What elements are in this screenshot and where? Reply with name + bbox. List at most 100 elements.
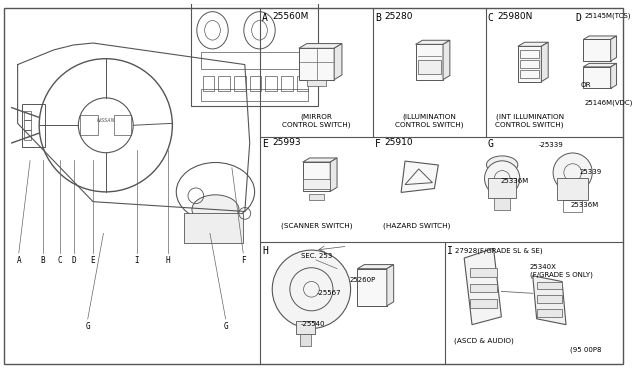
Text: (HAZARD SWITCH): (HAZARD SWITCH) bbox=[383, 222, 451, 229]
Text: H: H bbox=[166, 256, 170, 265]
Circle shape bbox=[484, 161, 520, 196]
Text: (ILLUMINATION
CONTROL SWITCH): (ILLUMINATION CONTROL SWITCH) bbox=[395, 113, 463, 128]
Polygon shape bbox=[401, 161, 438, 192]
Bar bbox=[303, 162, 330, 192]
Bar bbox=[537, 282, 562, 289]
Bar bbox=[537, 309, 562, 317]
Text: D: D bbox=[72, 256, 76, 265]
Bar bbox=[308, 195, 324, 200]
Bar bbox=[307, 80, 326, 86]
Text: 25336M: 25336M bbox=[570, 202, 598, 208]
Bar bbox=[299, 48, 334, 80]
Text: 25910: 25910 bbox=[384, 138, 413, 147]
Text: 25339: 25339 bbox=[579, 169, 602, 174]
Bar bbox=[191, 3, 318, 106]
Bar bbox=[470, 283, 497, 292]
Bar bbox=[203, 76, 214, 91]
Text: E: E bbox=[262, 139, 268, 149]
Text: 25145M(TCS): 25145M(TCS) bbox=[584, 12, 630, 19]
Text: (95 00P8: (95 00P8 bbox=[570, 346, 602, 353]
Text: F: F bbox=[241, 256, 246, 265]
Text: I: I bbox=[134, 256, 139, 265]
Ellipse shape bbox=[192, 195, 239, 224]
Text: -25567: -25567 bbox=[317, 290, 341, 296]
Text: 25980N: 25980N bbox=[497, 12, 532, 21]
Bar bbox=[80, 115, 98, 135]
Text: G: G bbox=[223, 322, 228, 331]
Text: A: A bbox=[262, 13, 268, 23]
Bar bbox=[201, 89, 308, 101]
Bar bbox=[281, 76, 293, 91]
Bar bbox=[415, 44, 443, 80]
Text: 25260P: 25260P bbox=[349, 277, 376, 283]
Bar bbox=[488, 179, 516, 198]
Text: 25993: 25993 bbox=[273, 138, 301, 147]
Bar bbox=[518, 46, 541, 81]
Text: 25340X
(F/GRADE S ONLY): 25340X (F/GRADE S ONLY) bbox=[529, 264, 593, 278]
Text: 25560M: 25560M bbox=[273, 12, 309, 21]
Bar bbox=[494, 198, 510, 210]
Text: 25336M: 25336M bbox=[500, 178, 529, 184]
Polygon shape bbox=[532, 276, 566, 325]
Text: G: G bbox=[488, 139, 493, 149]
Polygon shape bbox=[611, 36, 616, 61]
Bar bbox=[234, 76, 246, 91]
Text: NISSAN: NISSAN bbox=[97, 118, 115, 123]
Polygon shape bbox=[583, 63, 616, 67]
Bar bbox=[417, 60, 441, 74]
Bar bbox=[520, 60, 540, 68]
Text: C: C bbox=[57, 256, 62, 265]
Text: SEC. 253: SEC. 253 bbox=[301, 253, 332, 259]
Bar bbox=[266, 76, 277, 91]
Text: B: B bbox=[40, 256, 45, 265]
Text: (SCANNER SWITCH): (SCANNER SWITCH) bbox=[281, 222, 352, 229]
Bar bbox=[303, 179, 330, 189]
Text: 27928(F/GRADE SL & SE): 27928(F/GRADE SL & SE) bbox=[455, 248, 543, 254]
Bar bbox=[201, 52, 308, 70]
Text: I: I bbox=[447, 246, 452, 256]
Bar bbox=[470, 299, 497, 308]
Bar bbox=[218, 76, 230, 91]
Circle shape bbox=[272, 250, 351, 328]
Polygon shape bbox=[541, 42, 548, 81]
Text: (MIRROR
CONTROL SWITCH): (MIRROR CONTROL SWITCH) bbox=[282, 113, 351, 128]
Text: D: D bbox=[575, 13, 581, 23]
Text: OR: OR bbox=[581, 82, 591, 88]
Bar bbox=[22, 104, 45, 147]
Bar bbox=[24, 130, 31, 140]
Text: (INT ILLUMINATION
CONTROL SWITCH): (INT ILLUMINATION CONTROL SWITCH) bbox=[495, 113, 564, 128]
Polygon shape bbox=[357, 264, 394, 269]
Polygon shape bbox=[415, 40, 450, 44]
Bar bbox=[296, 321, 316, 334]
Polygon shape bbox=[303, 158, 337, 162]
Text: 25146M(VDC): 25146M(VDC) bbox=[584, 99, 632, 106]
Text: (ASCD & AUDIO): (ASCD & AUDIO) bbox=[454, 337, 513, 344]
Bar bbox=[537, 295, 562, 303]
Bar bbox=[520, 50, 540, 58]
Text: H: H bbox=[262, 246, 268, 256]
Text: 25280: 25280 bbox=[384, 12, 413, 21]
Bar bbox=[557, 179, 588, 200]
Bar bbox=[250, 76, 262, 91]
Bar bbox=[113, 115, 131, 135]
Bar bbox=[297, 76, 308, 91]
Circle shape bbox=[553, 153, 592, 192]
Polygon shape bbox=[330, 158, 337, 192]
Bar bbox=[583, 67, 611, 89]
Polygon shape bbox=[611, 63, 616, 89]
Text: C: C bbox=[488, 13, 493, 23]
Text: A: A bbox=[17, 256, 21, 265]
Bar bbox=[300, 334, 312, 346]
Bar bbox=[184, 214, 243, 243]
Polygon shape bbox=[443, 40, 450, 80]
Text: G: G bbox=[85, 322, 90, 331]
Text: -25339: -25339 bbox=[539, 142, 564, 148]
Ellipse shape bbox=[486, 156, 518, 174]
Text: E: E bbox=[90, 256, 95, 265]
Polygon shape bbox=[387, 264, 394, 306]
Polygon shape bbox=[583, 36, 616, 39]
Bar bbox=[563, 200, 582, 212]
Bar bbox=[357, 269, 387, 306]
Polygon shape bbox=[518, 42, 548, 46]
Bar bbox=[24, 110, 31, 121]
